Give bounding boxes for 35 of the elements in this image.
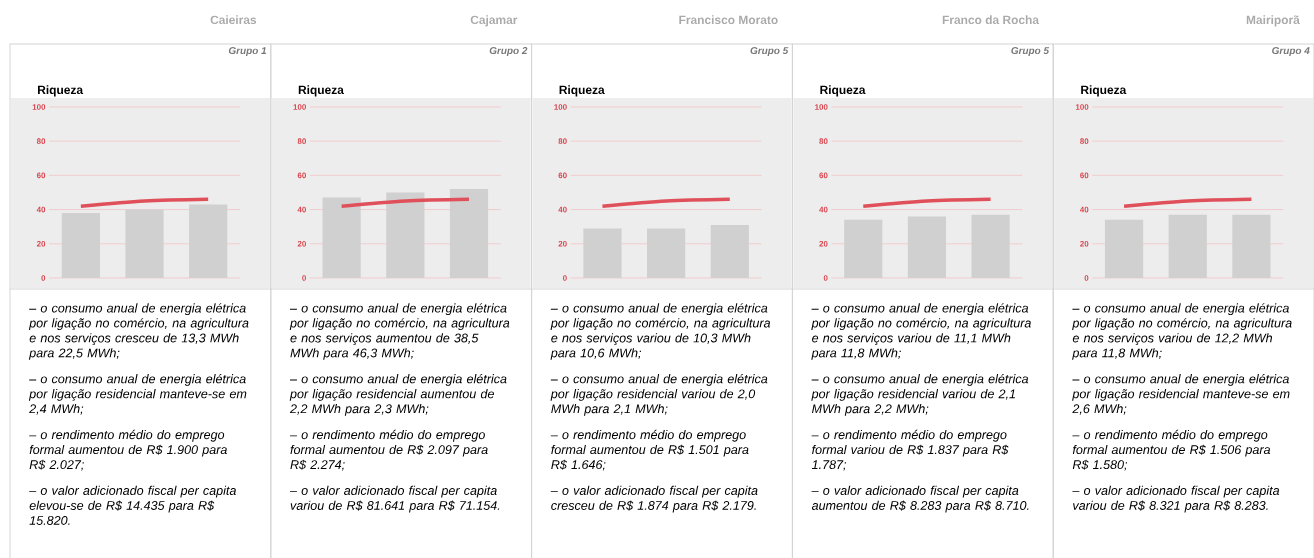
text: – o consumo anual de energia elétrica por ligação residencial manteve-se em 2,4 MWh; [28,373,247,415]
text: – o rendimento médio do emprego formal variou de R$ 1.837 para R$ 1.787; [811,429,1009,471]
chart-subtitle: Grupo 5 [750,47,789,57]
text: – o rendimento médio do emprego formal aumentou de R$ 1.506 para R$ 1.580; [1072,429,1271,471]
text: – o consumo anual de energia elétrica por ligação no comércio, na agricultura e nos serviços variou de 11,1 MWh para 11,8 MWh; [811,303,1031,360]
chart-title: Mairiporã [1246,15,1300,27]
chart-title: Francisco Morato [679,15,778,25]
chart-title: Franco da Rocha [942,15,1040,25]
text: – o consumo anual de energia elétrica por ligação residencial variou de 2,1 MWh para 2,2 MWh; [811,373,1029,416]
text: – o valor adicionado fiscal per capita aumentou de R$ 8.283 para R$ 8.710. [811,485,1029,513]
text: – o valor adicionado fiscal per capita variou de R$ 81.641 para R$ 71.154. [289,485,500,513]
text: – o consumo anual de energia elétrica por ligação no comércio, na agricultura e nos serviços cresceu de 13,3 MWh para 22,5 MWh; [28,303,249,360]
text: – o rendimento médio do emprego formal aumentou de R$ 1.900 para R$ 2.027; [29,429,227,471]
text: – o consumo anual de energia elétrica por ligação residencial manteve-se em 2,6 MWh; [1072,373,1290,415]
y-axis-title: Riqueza [820,85,866,97]
chart-subtitle: Grupo 5 [1011,47,1050,57]
text: – o valor adicionado fiscal per capita variou de R$ 8.321 para R$ 8.283. [1072,485,1280,513]
y-axis-title: Riqueza [1081,85,1127,97]
text: – o consumo anual de energia elétrica por ligação no comércio, na agricultura e nos serviços variou de 12,2 MWh para 11,8 MWh; [1072,303,1292,360]
chart-title: Caieiras [210,15,257,25]
text: – o consumo anual de energia elétrica por ligação no comércio, na agricultura e nos serviços aumentou de 38,5 MWh para 46,3 MWh; [289,303,510,360]
text: – o rendimento médio do emprego formal aumentou de R$ 2.097 para R$ 2.274; [289,429,488,471]
text: – o valor adicionado fiscal per capita elevou-se de R$ 14.435 para R$ 15.820. [29,485,236,525]
y-axis-title: Riqueza [559,85,605,97]
chart-subtitle: Grupo 1 [228,47,267,57]
chart-title: Cajamar [470,15,518,27]
text: – o valor adicionado fiscal per capita cresceu de R$ 1.874 para R$ 2.179. [550,485,758,513]
text: – o consumo anual de energia elétrica por ligação no comércio, na agricultura e nos serviços variou de 10,3 MWh para 10,6 MWh; [550,303,771,360]
text: – o rendimento médio do emprego formal aumentou de R$ 1.501 para R$ 1.646; [550,429,749,471]
y-axis-title: Riqueza [38,85,84,97]
chart-subtitle: Grupo 2 [489,47,528,57]
chart-subtitle: Grupo 4 [1272,47,1310,57]
text: – o consumo anual de energia elétrica por ligação residencial variou de 2,0 MWh para 2,1 MWh; [550,373,768,416]
text: – o consumo anual de energia elétrica por ligação residencial aumentou de 2,2 MWh para 2,3 MWh; [289,373,507,416]
y-axis-title: Riqueza [298,85,344,97]
